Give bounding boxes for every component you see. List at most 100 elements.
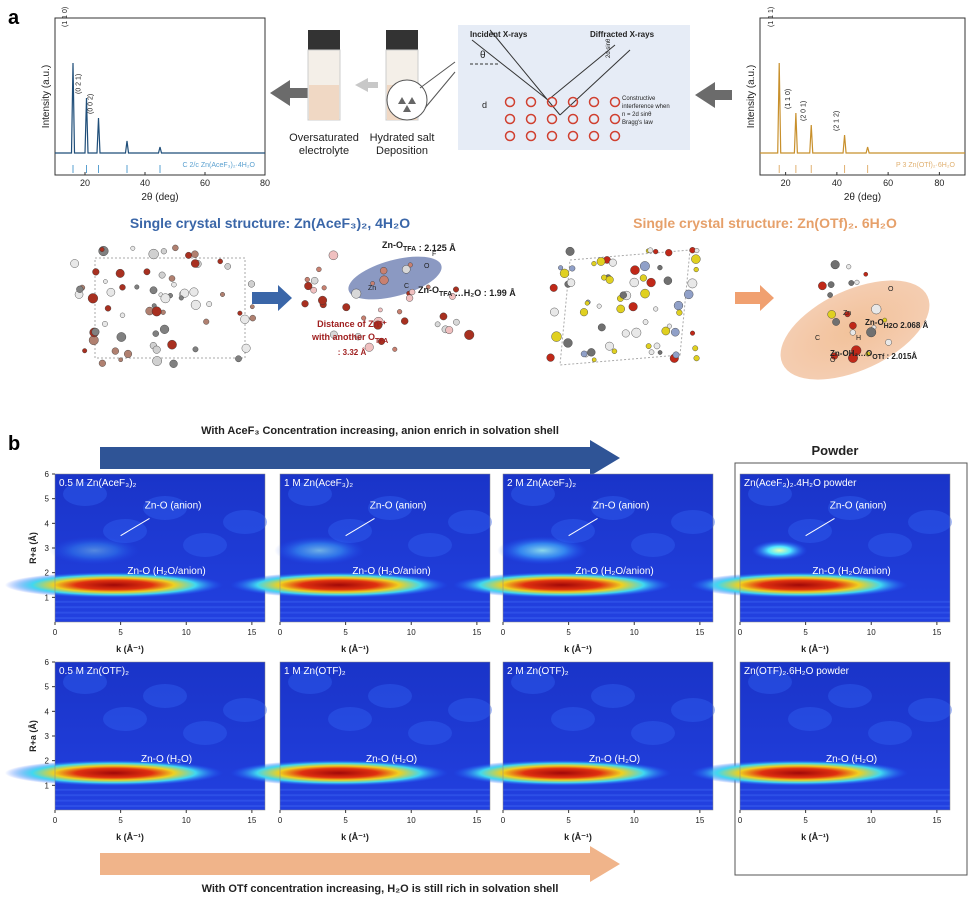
x-tick-label: 0 <box>501 628 506 637</box>
x-axis-label: k (Å⁻¹) <box>116 644 144 654</box>
y-tick-label: 2 <box>45 757 50 766</box>
bragg-label: Diffracted X-rays <box>590 30 655 39</box>
heatmap-blob <box>671 698 715 722</box>
map-label: 2 M Zn(AceF₃)₂ <box>507 478 576 489</box>
atom <box>178 295 184 301</box>
atom-label: O <box>830 357 836 364</box>
x-tick-label: 0 <box>738 628 743 637</box>
atom <box>304 276 310 283</box>
heatmap-blob <box>868 533 912 557</box>
atom <box>596 303 602 309</box>
rich-label: Zn-OH2O 2.068 Å <box>865 318 929 330</box>
heatmap-stripe <box>280 611 490 614</box>
atom <box>407 262 413 268</box>
atom <box>152 356 162 366</box>
y-axis-label: R+a (Å) <box>28 720 38 752</box>
atom <box>310 286 317 294</box>
atom-label: F <box>432 251 436 258</box>
atom <box>672 351 680 359</box>
atom <box>364 342 374 352</box>
x-tick-label: 10 <box>182 816 191 825</box>
atom <box>167 339 177 350</box>
atom <box>402 265 411 274</box>
lattice-atom <box>588 113 600 125</box>
pointer <box>120 517 150 537</box>
heatmap-frame <box>279 473 491 623</box>
subscript: TFA <box>403 246 416 253</box>
atom <box>863 271 869 277</box>
atom <box>653 306 659 312</box>
atom <box>115 268 125 278</box>
atom <box>885 339 892 346</box>
x-tick-label: 15 <box>695 816 704 825</box>
y-tick-label: 4 <box>45 707 50 716</box>
atom <box>621 329 630 338</box>
peak-annotation: Zn-O (H₂O/anion) <box>352 566 430 577</box>
atom <box>608 258 617 267</box>
subscript: TFA <box>439 291 452 298</box>
atom <box>830 260 840 270</box>
bragg-bg <box>458 25 690 150</box>
atom <box>866 327 877 338</box>
atom <box>645 343 652 349</box>
atom <box>628 302 638 312</box>
atom <box>849 329 856 336</box>
heatmap-spot <box>49 536 140 565</box>
atom <box>342 303 351 312</box>
heatmap-blob <box>788 707 832 731</box>
map-label: 2 M Zn(OTF)₂ <box>507 666 569 677</box>
atom <box>203 318 210 325</box>
atom-label: C <box>815 335 820 342</box>
heatmap-stripe <box>740 805 950 808</box>
heatmap-blob <box>143 684 187 708</box>
vial-caption: Hydrated salt <box>370 132 435 144</box>
text-part: Zn-O <box>418 285 439 295</box>
atom <box>591 357 597 363</box>
atom <box>249 304 255 310</box>
atom <box>597 323 606 332</box>
highlight <box>780 280 930 380</box>
pointer <box>805 517 835 537</box>
y-tick-label: 3 <box>45 732 50 741</box>
heatmap-stripe <box>740 794 950 797</box>
atom <box>370 281 375 286</box>
heatmap-band <box>452 572 672 598</box>
text-part: Zn-OH₂…O <box>830 349 872 358</box>
atom <box>563 338 573 348</box>
heatmap-stripe <box>280 799 490 802</box>
atom <box>657 265 663 271</box>
map-label: 0.5 M Zn(AceF₃)₂ <box>59 478 137 489</box>
atom <box>158 271 166 279</box>
x-tick-label: 0 <box>278 816 283 825</box>
heatmap-frame <box>502 661 714 811</box>
heatmap-band <box>229 572 449 598</box>
atom <box>237 310 243 316</box>
atom <box>827 292 833 298</box>
atom <box>827 310 836 319</box>
atom <box>406 294 414 302</box>
peak-label: (2 0 1) <box>800 101 807 121</box>
atom <box>653 249 659 255</box>
heatmap-stripe <box>503 788 713 791</box>
heatmap-blob <box>223 698 267 722</box>
atom <box>882 317 888 323</box>
atom <box>235 355 242 363</box>
heatmap-blob <box>788 519 832 543</box>
atom <box>693 266 699 273</box>
rich-label: Zn-OH₂…OOTf : 2.015Å <box>830 349 917 361</box>
atom <box>673 300 684 311</box>
heatmap-blob <box>368 496 412 520</box>
peak-label: (0 2 1) <box>76 74 83 94</box>
heatmap-stripe <box>503 805 713 808</box>
heatmap-stripe <box>55 617 265 620</box>
heatmap-stripe <box>503 600 713 603</box>
heatmap-blob <box>748 670 792 694</box>
distance-label: Distance of Zn²⁺ <box>317 319 387 329</box>
atom <box>453 318 460 326</box>
heatmap-blob <box>63 482 107 506</box>
atom <box>191 250 199 258</box>
x-tick-label: 60 <box>200 178 210 188</box>
heatmap-stripe <box>280 600 490 603</box>
heatmap-stripe <box>740 600 950 603</box>
